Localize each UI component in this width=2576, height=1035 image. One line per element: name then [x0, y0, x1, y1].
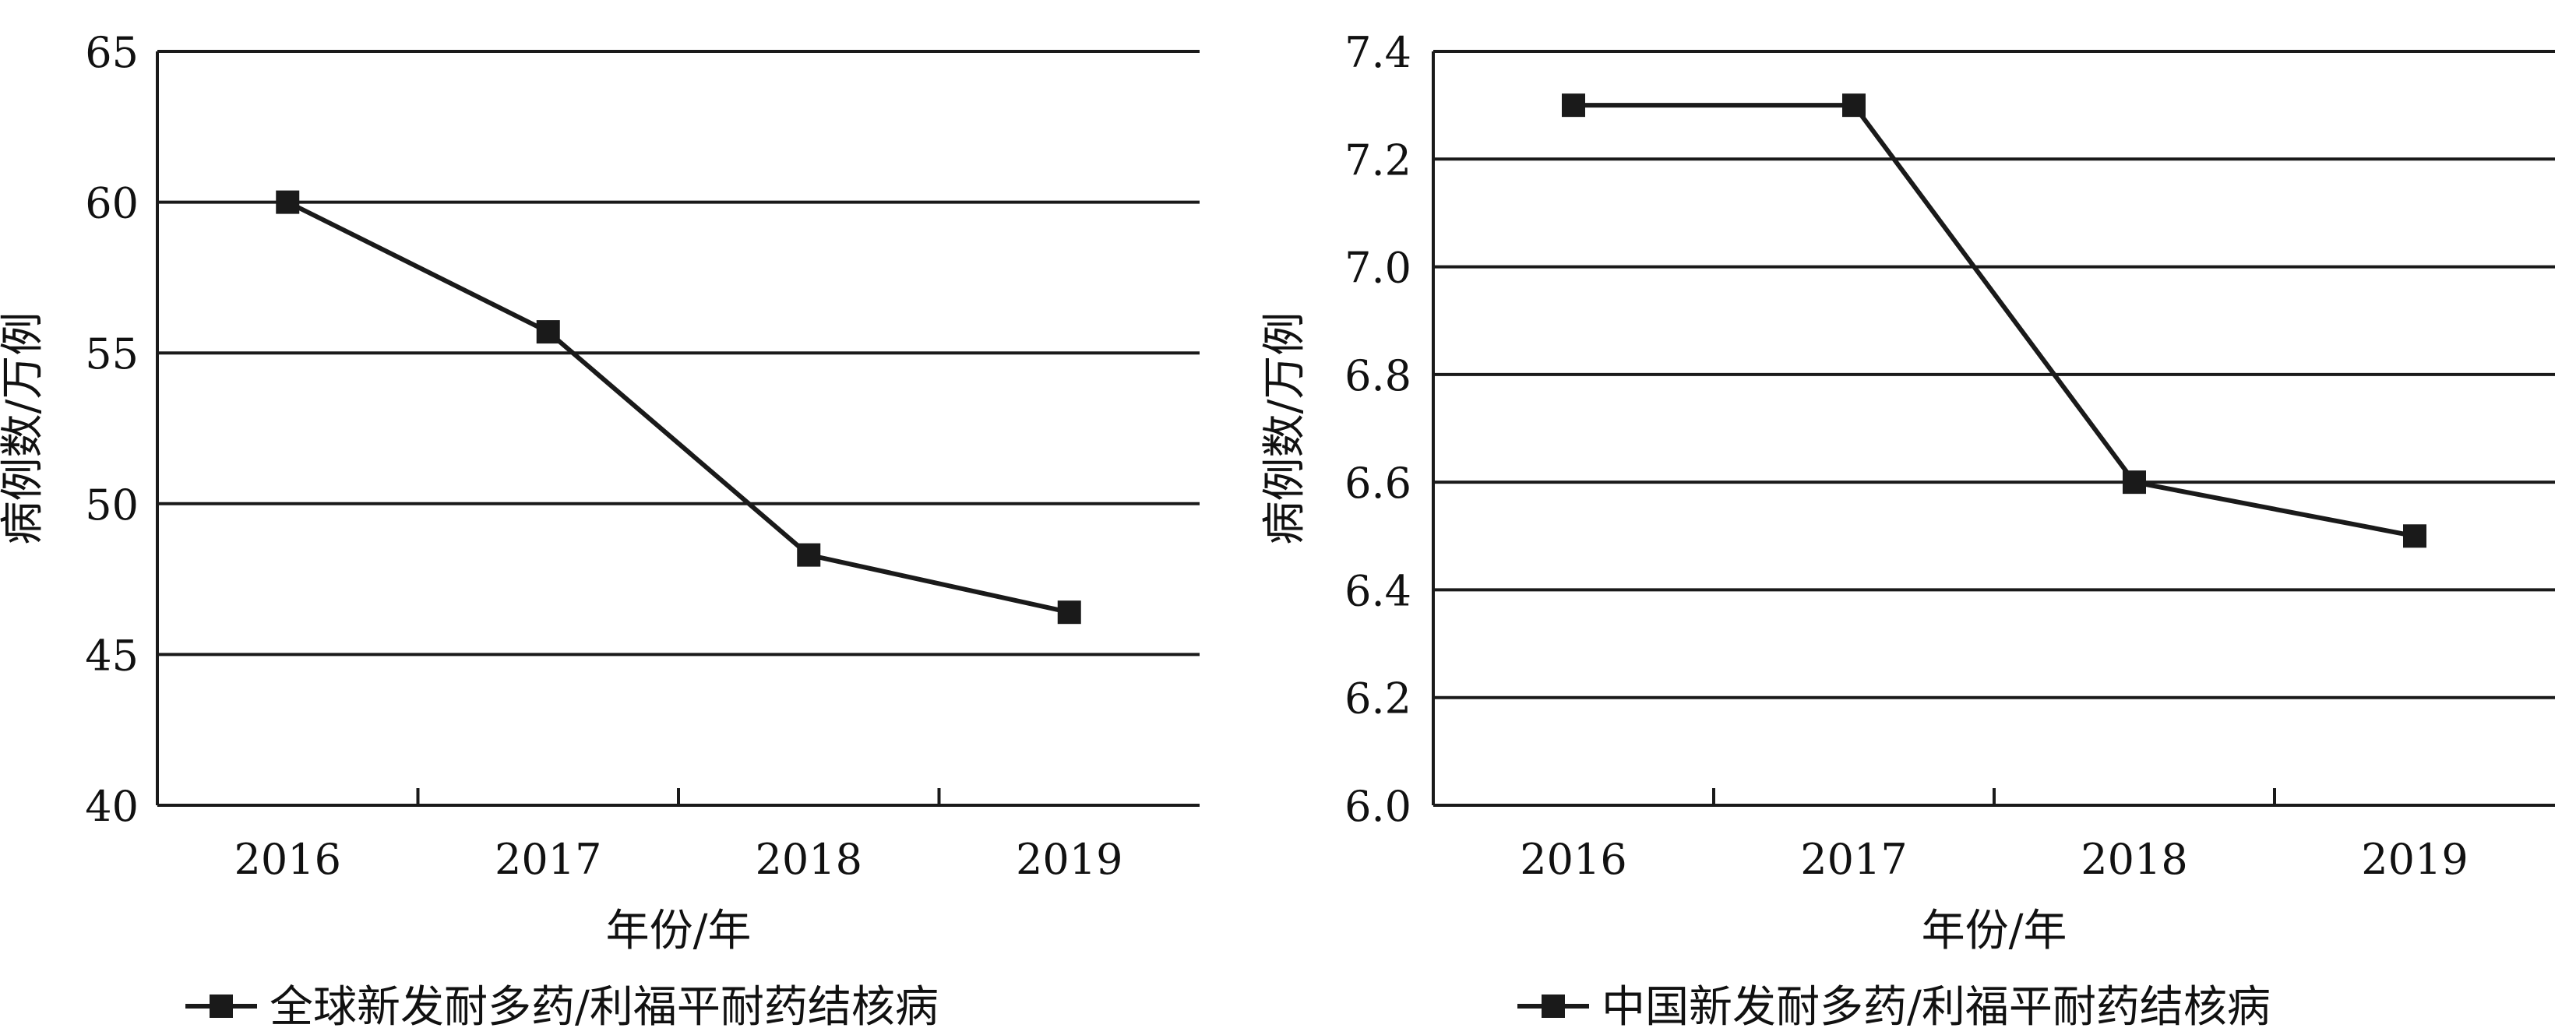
y-tick-label: 45 — [85, 631, 139, 680]
series-line — [1573, 103, 2416, 539]
series-line — [286, 199, 1070, 615]
data-point-marker — [2403, 524, 2426, 548]
legend-label: 中国新发耐多药/利福平耐药结核病 — [1602, 982, 2271, 1032]
x-tick-label: 2016 — [234, 835, 341, 884]
x-tick-label: 2016 — [1520, 835, 1626, 884]
y-tick-label: 50 — [85, 481, 139, 530]
legend-label: 全球新发耐多药/利福平耐药结核病 — [270, 982, 939, 1032]
data-point-marker — [276, 190, 300, 214]
y-tick-label: 6.2 — [1344, 674, 1411, 723]
y-tick-label: 65 — [85, 28, 139, 77]
legend-marker — [1542, 995, 1565, 1018]
y-tick-label: 6.6 — [1344, 459, 1411, 508]
x-axis-title: 年份/年 — [1922, 906, 2067, 956]
data-point-marker — [1057, 600, 1081, 625]
y-tick-label: 60 — [85, 179, 139, 228]
y-tick-label: 7.0 — [1344, 244, 1411, 293]
x-tick-label: 2018 — [2081, 835, 2187, 884]
x-tick-label: 2017 — [1800, 835, 1907, 884]
y-tick-label: 6.4 — [1344, 566, 1411, 615]
data-point-marker — [536, 320, 560, 344]
y-tick-label: 55 — [85, 329, 139, 378]
x-tick-label: 2017 — [495, 835, 601, 884]
x-axis-title: 年份/年 — [606, 906, 752, 956]
data-point-marker — [1562, 93, 1585, 118]
data-point-marker — [797, 543, 821, 567]
y-tick-label: 40 — [85, 782, 139, 831]
legend-marker — [210, 995, 233, 1018]
y-tick-label: 7.4 — [1344, 28, 1411, 77]
y-axis-title: 病例数/万例 — [1260, 312, 1310, 545]
y-tick-label: 6.8 — [1344, 351, 1411, 400]
y-tick-label: 7.2 — [1344, 136, 1411, 185]
x-tick-label: 2018 — [756, 835, 862, 884]
y-axis-title: 病例数/万例 — [0, 312, 48, 545]
y-tick-label: 6.0 — [1344, 782, 1411, 831]
x-tick-label: 2019 — [1016, 835, 1122, 884]
x-tick-label: 2019 — [2361, 835, 2468, 884]
data-point-marker — [2123, 470, 2146, 495]
data-point-marker — [1842, 93, 1866, 118]
